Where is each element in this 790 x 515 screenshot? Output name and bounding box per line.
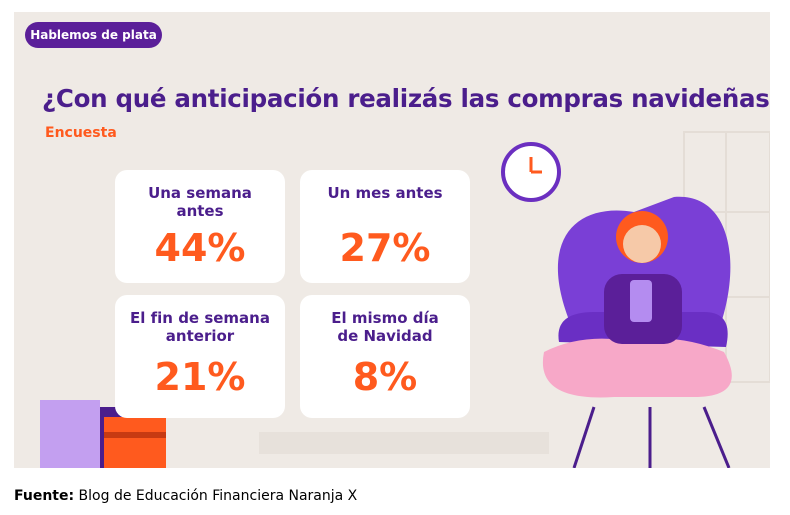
card-label: Un mes antes [327,184,443,202]
card-value: 44% [154,226,246,270]
floor-pattern [259,432,549,454]
clock [501,142,561,202]
card-label: El fin de semana anterior [130,309,270,345]
chair [557,196,731,468]
card: El fin de semana anterior 21% [115,295,285,418]
source: Fuente: Blog de Educación Financiera Nar… [14,488,357,504]
card: El mismo día de Navidad 8% [300,295,470,418]
tag: Hablemos de plata [25,22,162,48]
title: ¿Con qué anticipación realizás las compr… [42,84,770,113]
illustration [40,131,770,468]
card-value: 21% [154,355,246,399]
infographic: Hablemos de plata ¿Con qué anticipación … [14,12,770,468]
card-value: 8% [352,355,418,399]
card-value: 27% [339,226,431,270]
card: Una semana antes 44% [115,170,285,283]
card: Un mes antes 27% [300,170,470,283]
subtitle: Encuesta [45,125,117,141]
source-text: Blog de Educación Financiera Naranja X [78,488,358,504]
person [542,211,732,398]
card-label: El mismo día de Navidad [331,309,439,345]
source-label: Fuente: [14,488,75,504]
card-label: Una semana antes [148,184,252,220]
